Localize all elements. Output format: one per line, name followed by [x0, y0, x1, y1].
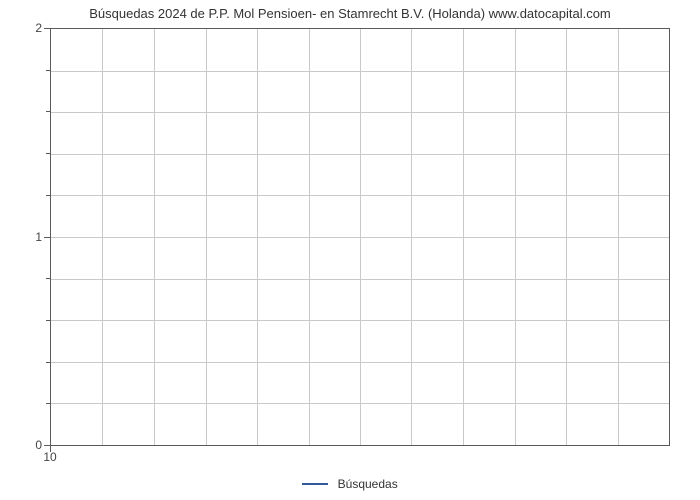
gridline-horizontal-minor	[51, 71, 669, 72]
gridline-horizontal-minor	[51, 362, 669, 363]
y-tick-label: 0	[2, 438, 42, 452]
y-minor-tick-mark	[46, 153, 50, 154]
y-minor-tick-mark	[46, 195, 50, 196]
y-minor-tick-mark	[46, 70, 50, 71]
gridline-horizontal-minor	[51, 320, 669, 321]
gridline-horizontal-minor	[51, 154, 669, 155]
x-tick-label: 10	[43, 450, 56, 464]
gridline-horizontal	[51, 237, 669, 238]
legend-line	[302, 483, 328, 485]
y-tick-label: 1	[2, 230, 42, 244]
y-minor-tick-mark	[46, 403, 50, 404]
chart-title: Búsquedas 2024 de P.P. Mol Pensioen- en …	[0, 6, 700, 21]
legend: Búsquedas	[0, 476, 700, 491]
plot-area	[50, 28, 670, 446]
gridline-horizontal-minor	[51, 195, 669, 196]
y-minor-tick-mark	[46, 278, 50, 279]
gridline-horizontal-minor	[51, 112, 669, 113]
y-minor-tick-mark	[46, 320, 50, 321]
y-minor-tick-mark	[46, 111, 50, 112]
y-minor-tick-mark	[46, 362, 50, 363]
gridline-horizontal-minor	[51, 279, 669, 280]
y-tick-label: 2	[2, 21, 42, 35]
y-tick-mark	[44, 28, 50, 29]
gridline-horizontal-minor	[51, 403, 669, 404]
legend-label: Búsquedas	[338, 477, 398, 491]
x-tick-mark	[50, 446, 51, 452]
y-tick-mark	[44, 237, 50, 238]
